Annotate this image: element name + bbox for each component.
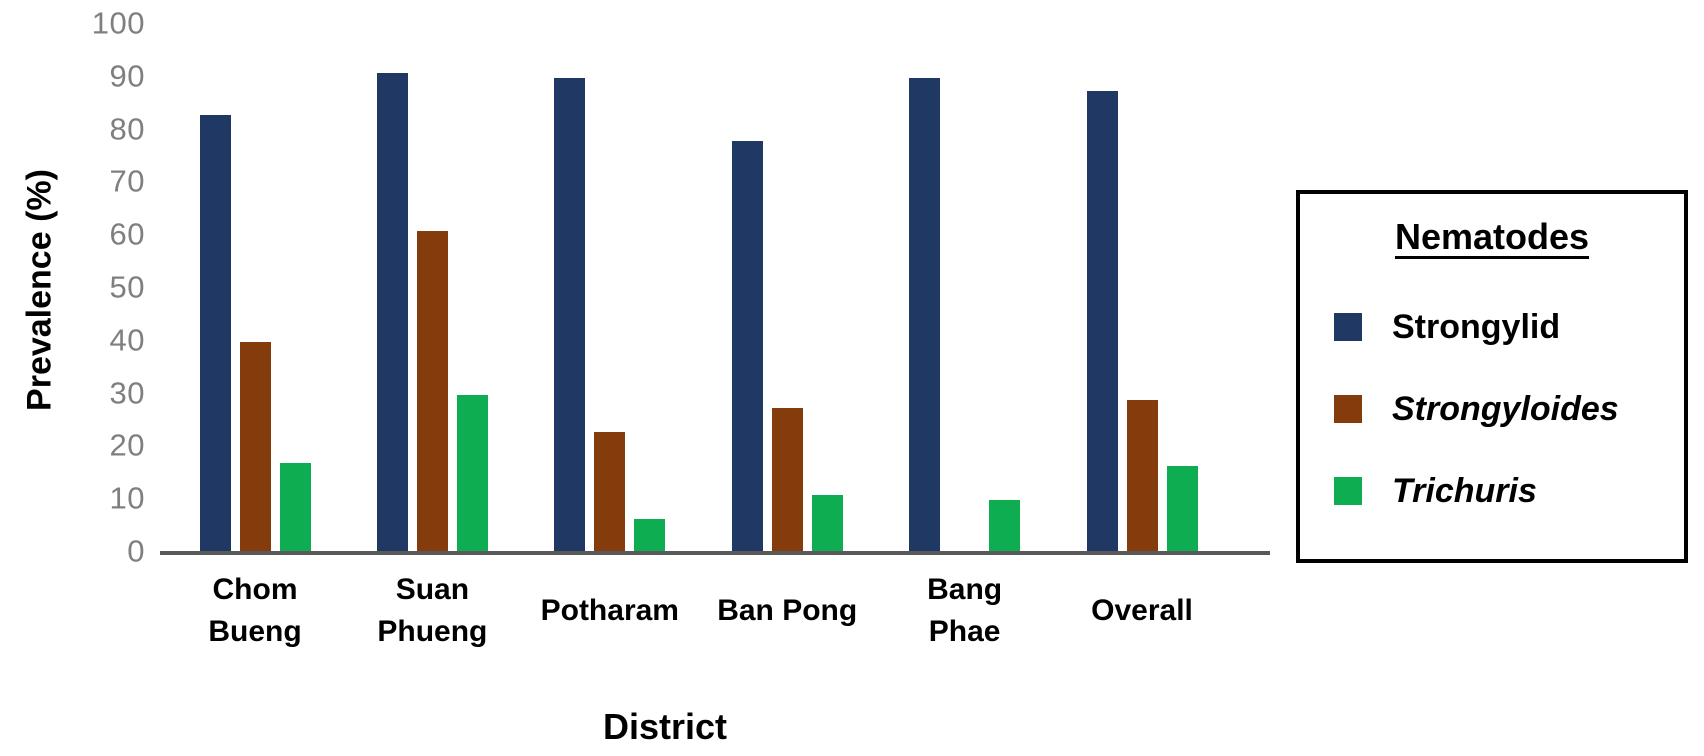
category-label-line: Bang — [927, 573, 1003, 606]
category-label-line: Overall — [1091, 594, 1193, 627]
legend-swatch — [1334, 313, 1362, 341]
category-label: Ban Pong — [697, 565, 877, 657]
category-label-line: Suan — [395, 573, 470, 606]
y-tick-label: 50 — [109, 269, 145, 305]
bar-trichuris — [1166, 466, 1198, 553]
legend-swatch — [1334, 395, 1362, 423]
bar-strongylid — [554, 78, 586, 553]
bar-strongylid — [1086, 91, 1118, 553]
bar-strongylid — [909, 78, 941, 553]
category-label: Chom Bueng — [165, 565, 345, 657]
legend-label: Trichuris — [1392, 471, 1537, 510]
legend-label: Strongyloides — [1392, 389, 1619, 428]
bar-strongyloides — [1126, 400, 1158, 553]
legend-label: Strongylid — [1392, 307, 1561, 346]
bar-group — [376, 73, 488, 553]
bar-group — [1086, 91, 1198, 553]
legend-title: Nematodes — [1394, 216, 1590, 257]
bar-strongyloides — [416, 231, 448, 553]
category-label-line: Potharam — [540, 594, 679, 627]
category-label-line: Phae — [928, 615, 1001, 648]
bar-trichuris — [634, 519, 666, 553]
y-tick-label: 0 — [127, 533, 145, 569]
category-label: Potharam — [520, 565, 700, 657]
bar-group — [731, 141, 843, 553]
y-tick-label: 20 — [109, 427, 145, 463]
bar-group — [554, 78, 666, 553]
y-tick-label: 100 — [91, 5, 145, 41]
bar-strongylid — [731, 141, 763, 553]
category-label: Suan Phueng — [342, 565, 522, 657]
x-axis-label: District — [602, 706, 728, 747]
legend-item: Strongyloides — [1334, 389, 1684, 428]
bar-trichuris — [279, 463, 311, 553]
legend-item: Strongylid — [1334, 307, 1684, 346]
bar-strongylid — [376, 73, 408, 553]
bar-strongyloides — [594, 432, 626, 553]
bar-strongyloides — [239, 342, 271, 553]
bar-group — [909, 78, 1021, 553]
category-label-line: Bueng — [208, 615, 302, 648]
y-tick-label: 30 — [109, 375, 145, 411]
legend: Nematodes Strongylid Strongyloides Trichur… — [1296, 190, 1688, 563]
y-tick-label: 40 — [109, 322, 145, 358]
category-label-line: Ban Pong — [717, 594, 858, 627]
bar-trichuris — [811, 495, 843, 553]
plot-area — [163, 25, 1268, 553]
y-tick-label: 90 — [109, 58, 145, 94]
category-label-line: Phueng — [377, 615, 488, 648]
legend-items: Strongylid Strongyloides Trichuris — [1300, 307, 1684, 510]
bar-strongyloides — [771, 408, 803, 553]
bar-trichuris — [456, 395, 488, 553]
legend-swatch — [1334, 477, 1362, 505]
category-label: Bang Phae — [875, 565, 1055, 657]
bar-trichuris — [989, 500, 1021, 553]
y-tick-label: 60 — [109, 216, 145, 252]
y-tick-label: 70 — [109, 163, 145, 199]
bar-strongylid — [199, 115, 231, 553]
bar-group — [199, 115, 311, 553]
legend-item: Trichuris — [1334, 471, 1684, 510]
y-tick-label: 10 — [109, 480, 145, 516]
x-axis-line — [160, 551, 1270, 555]
y-tick-label: 80 — [109, 111, 145, 147]
category-label-line: Chom — [212, 573, 298, 606]
category-label: Overall — [1052, 565, 1232, 657]
